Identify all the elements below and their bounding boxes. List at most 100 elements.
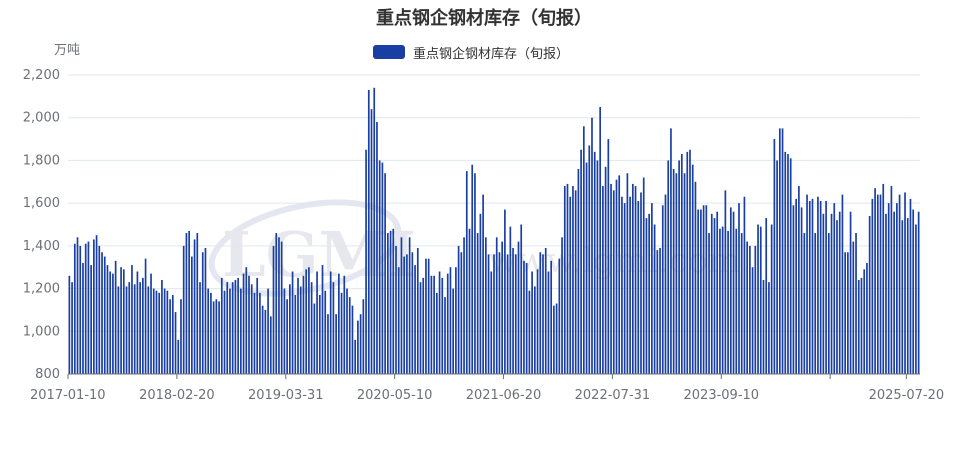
bar[interactable] xyxy=(574,190,577,374)
bar[interactable] xyxy=(593,151,596,374)
bar[interactable] xyxy=(177,339,180,374)
bar[interactable] xyxy=(514,254,517,374)
bar[interactable] xyxy=(220,277,223,374)
bar[interactable] xyxy=(264,309,267,374)
bar[interactable] xyxy=(193,239,196,374)
bar[interactable] xyxy=(754,245,757,374)
bar[interactable] xyxy=(528,290,531,374)
bar[interactable] xyxy=(234,280,237,374)
bar[interactable] xyxy=(724,190,727,374)
bar[interactable] xyxy=(621,196,623,374)
bar[interactable] xyxy=(637,201,640,374)
bar[interactable] xyxy=(721,226,724,374)
bar[interactable] xyxy=(95,235,98,374)
bar[interactable] xyxy=(144,258,147,374)
bar[interactable] xyxy=(697,209,699,374)
bar[interactable] xyxy=(381,162,384,374)
bar[interactable] xyxy=(201,252,204,374)
bar[interactable] xyxy=(87,241,90,374)
bar[interactable] xyxy=(653,224,656,375)
bar[interactable] xyxy=(313,303,316,374)
bar[interactable] xyxy=(188,230,190,374)
bar[interactable] xyxy=(185,233,188,374)
bar[interactable] xyxy=(373,87,376,374)
bar[interactable] xyxy=(286,299,288,374)
bar[interactable] xyxy=(174,312,177,374)
bar[interactable] xyxy=(866,262,868,374)
bar[interactable] xyxy=(152,288,155,374)
bar[interactable] xyxy=(370,109,373,375)
bar[interactable] xyxy=(811,198,814,374)
bar[interactable] xyxy=(79,245,82,374)
bar[interactable] xyxy=(269,316,272,374)
bar[interactable] xyxy=(98,245,101,374)
bar[interactable] xyxy=(757,224,759,375)
bar[interactable] xyxy=(449,267,452,374)
bar[interactable] xyxy=(917,211,920,374)
bar[interactable] xyxy=(158,292,161,374)
bar[interactable] xyxy=(806,194,808,374)
bar[interactable] xyxy=(498,252,501,374)
bar[interactable] xyxy=(112,273,114,374)
bar[interactable] xyxy=(599,107,602,374)
bar[interactable] xyxy=(874,188,876,374)
bar[interactable] xyxy=(283,288,286,374)
bar[interactable] xyxy=(572,186,574,374)
bar[interactable] xyxy=(879,194,882,374)
bar[interactable] xyxy=(444,297,446,374)
bar[interactable] xyxy=(147,286,150,374)
bar[interactable] xyxy=(863,269,866,374)
bar[interactable] xyxy=(830,213,833,374)
bar[interactable] xyxy=(547,271,550,374)
bar[interactable] xyxy=(732,211,735,374)
bar[interactable] xyxy=(743,196,746,374)
bar[interactable] xyxy=(710,213,713,374)
bar[interactable] xyxy=(73,243,76,374)
bar[interactable] xyxy=(536,269,539,374)
bar[interactable] xyxy=(618,175,621,374)
bar[interactable] xyxy=(210,292,212,374)
bar[interactable] xyxy=(683,173,686,374)
bar[interactable] xyxy=(876,194,879,374)
bar[interactable] xyxy=(814,233,817,374)
bar[interactable] xyxy=(550,260,553,374)
bar[interactable] xyxy=(180,299,182,374)
bar[interactable] xyxy=(308,267,310,374)
bar[interactable] xyxy=(223,290,226,374)
bar[interactable] xyxy=(408,237,411,374)
bar[interactable] xyxy=(131,265,133,374)
bar[interactable] xyxy=(93,239,95,374)
bar[interactable] xyxy=(484,237,487,374)
bar[interactable] xyxy=(792,205,795,374)
bar[interactable] xyxy=(84,243,87,374)
bar[interactable] xyxy=(749,245,751,374)
bar[interactable] xyxy=(305,269,308,374)
bar[interactable] xyxy=(340,292,343,374)
bar[interactable] xyxy=(705,205,708,374)
bar[interactable] xyxy=(596,160,599,374)
bar[interactable] xyxy=(103,256,106,374)
bar[interactable] xyxy=(267,288,269,374)
bar[interactable] xyxy=(778,128,781,374)
bar[interactable] xyxy=(302,275,305,374)
bar[interactable] xyxy=(855,233,857,374)
bar[interactable] xyxy=(604,166,607,374)
bar[interactable] xyxy=(474,173,476,374)
bar[interactable] xyxy=(324,290,327,374)
bar[interactable] xyxy=(411,252,414,374)
bar[interactable] xyxy=(280,241,283,374)
bar[interactable] xyxy=(651,203,653,374)
bar[interactable] xyxy=(901,220,904,374)
bar[interactable] xyxy=(553,305,555,374)
bar[interactable] xyxy=(161,280,163,374)
bar[interactable] xyxy=(803,233,806,374)
bar[interactable] xyxy=(702,205,705,374)
bar[interactable] xyxy=(343,275,346,374)
bar[interactable] xyxy=(689,149,691,374)
bar[interactable] xyxy=(163,288,166,374)
bar[interactable] xyxy=(841,194,844,374)
bar[interactable] xyxy=(122,269,125,374)
bar[interactable] xyxy=(427,258,430,374)
bar[interactable] xyxy=(708,233,710,374)
bar[interactable] xyxy=(133,284,136,374)
